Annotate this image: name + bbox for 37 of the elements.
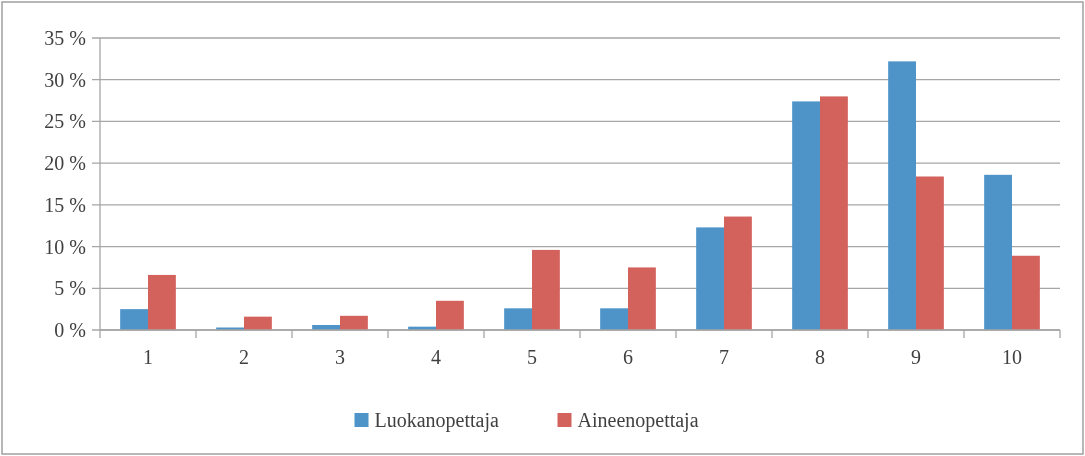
x-tick-label: 2: [239, 346, 249, 368]
y-tick-label: 20 %: [44, 152, 86, 175]
bar: [1012, 255, 1040, 330]
bar: [916, 176, 944, 330]
y-tick-label: 10 %: [44, 235, 86, 258]
bar: [820, 96, 848, 330]
bar: [984, 174, 1012, 330]
x-tick-label: 1: [143, 346, 153, 368]
y-tick-label: 5 %: [54, 277, 86, 300]
bar: [792, 101, 820, 330]
bar: [628, 267, 656, 330]
x-tick-label: 8: [815, 346, 825, 368]
y-tick-label: 15 %: [44, 193, 86, 216]
legend-label: Luokanopettaja: [374, 409, 500, 432]
legend-label: Aineenopettaja: [577, 409, 699, 432]
bar: [696, 227, 724, 330]
x-tick-label: 3: [335, 346, 345, 368]
y-tick-label: 30 %: [44, 68, 86, 91]
bar: [436, 300, 464, 330]
bar: [148, 274, 176, 330]
x-tick-label: 5: [527, 346, 537, 368]
x-tick-label: 7: [719, 346, 729, 368]
x-tick-label: 4: [431, 346, 441, 368]
bar: [532, 249, 560, 330]
y-tick-label: 35 %: [44, 27, 86, 49]
bar: [504, 308, 532, 330]
bar: [244, 316, 272, 330]
y-tick-label: 25 %: [44, 110, 86, 133]
bar: [600, 308, 628, 330]
x-tick-label: 9: [911, 346, 921, 368]
x-tick-label: 6: [623, 346, 633, 368]
bar: [120, 309, 148, 330]
x-tick-label: 10: [1002, 346, 1022, 368]
bar: [724, 216, 752, 330]
bar: [340, 315, 368, 330]
y-tick-label: 0 %: [54, 319, 86, 341]
bar: [888, 61, 916, 330]
